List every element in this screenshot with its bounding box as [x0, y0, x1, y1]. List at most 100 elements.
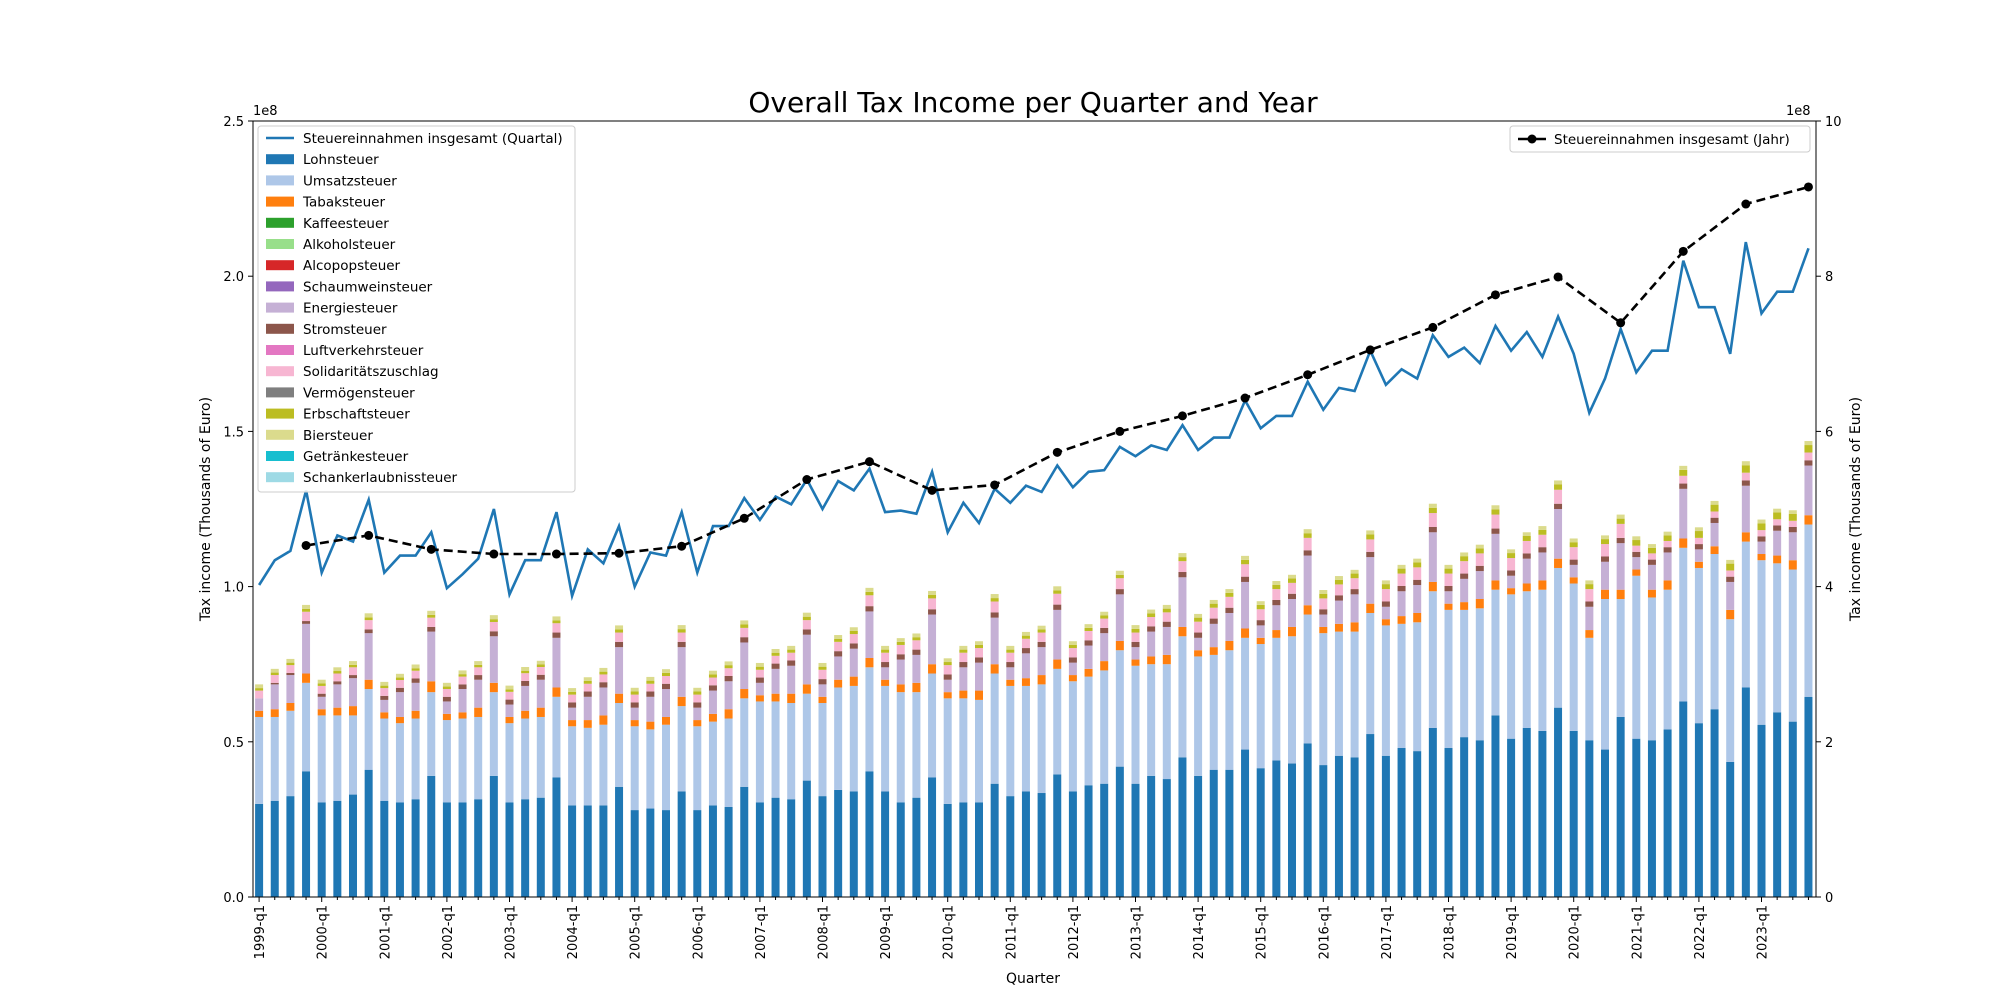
bar-segment-biersteuer: [1381, 580, 1390, 585]
bar-segment-solidaritätszuschlag: [1788, 520, 1797, 528]
bar-segment-stromsteuer: [1288, 593, 1296, 600]
bar-segment-energiesteuer: [1804, 465, 1813, 516]
bar-segment-stromsteuer: [1256, 620, 1265, 626]
bar-segment-stromsteuer: [427, 626, 436, 632]
bar-segment-lohnsteuer: [802, 780, 811, 897]
bar-segment-energiesteuer: [1084, 645, 1093, 669]
x-tick-label: 2001-q1: [378, 905, 393, 959]
bar-segment-energiesteuer: [1710, 522, 1719, 547]
bar-segment-erbschaftsteuer: [552, 620, 561, 624]
plot-frame: [252, 120, 1817, 898]
bar-segment-tabaksteuer: [1491, 580, 1500, 590]
bar-segment-solidaritätszuschlag: [1366, 539, 1375, 552]
bar-segment-erbschaftsteuer: [1288, 578, 1296, 583]
legend-label: Umsatzsteuer: [303, 173, 397, 189]
bar-segment-solidaritätszuschlag: [1100, 618, 1109, 628]
bar-segment-biersteuer: [881, 645, 890, 650]
bar-segment-tabaksteuer: [1100, 661, 1109, 671]
bar-segment-umsatzsteuer: [1632, 575, 1641, 739]
bar-segment-biersteuer: [1225, 589, 1234, 593]
bar-segment-erbschaftsteuer: [1773, 512, 1782, 520]
bar-segment-stromsteuer: [1241, 576, 1250, 582]
bar-segment-energiesteuer: [1194, 637, 1203, 651]
annual-total-point: [1115, 426, 1125, 436]
bar-segment-solidaritätszuschlag: [1773, 519, 1782, 526]
bar-segment-energiesteuer: [489, 636, 498, 683]
bar-segment-umsatzsteuer: [1741, 541, 1750, 688]
bar-segment-erbschaftsteuer: [1491, 509, 1500, 515]
bar-segment-tabaksteuer: [630, 720, 639, 727]
bar-segment-energiesteuer: [474, 679, 483, 708]
bar-segment-biersteuer: [255, 684, 264, 689]
bar-segment-erbschaftsteuer: [1053, 590, 1062, 594]
bar-segment-erbschaftsteuer: [1100, 615, 1109, 619]
x-tick-label: 2013-q1: [1130, 905, 1145, 959]
bar-segment-tabaksteuer: [646, 721, 655, 730]
bar-segment-lohnsteuer: [1444, 748, 1453, 897]
bar-segment-stromsteuer: [458, 684, 467, 690]
bar-segment-solidaritätszuschlag: [1319, 598, 1328, 610]
bar-segment-solidaritätszuschlag: [1554, 489, 1563, 504]
bar-segment-biersteuer: [1804, 441, 1813, 446]
bar-segment-erbschaftsteuer: [1601, 539, 1609, 545]
bar-segment-lohnsteuer: [1522, 727, 1531, 897]
bar-segment-umsatzsteuer: [1491, 589, 1500, 716]
right-tick-label: 2: [1825, 736, 1833, 751]
legend-swatch: [266, 472, 294, 483]
annual-total-point: [1678, 246, 1688, 256]
bar-segment-lohnsteuer: [1256, 768, 1265, 897]
bar-segment-stromsteuer: [708, 685, 717, 691]
bar-segment-umsatzsteuer: [1131, 665, 1140, 784]
bar-segment-lohnsteuer: [677, 791, 686, 897]
bar-segment-umsatzsteuer: [959, 698, 968, 803]
bar-segment-lohnsteuer: [1710, 709, 1719, 897]
bar-segment-lohnsteuer: [975, 802, 983, 897]
bar-segment-stromsteuer: [1522, 553, 1531, 559]
bar-segment-stromsteuer: [724, 675, 733, 682]
annual-total-point: [614, 548, 624, 558]
bar-segment-tabaksteuer: [521, 710, 530, 719]
bar-segment-stromsteuer: [380, 695, 389, 700]
bar-segment-umsatzsteuer: [1647, 597, 1656, 741]
bar-segment-lohnsteuer: [1068, 791, 1077, 897]
line-series: [258, 182, 1813, 602]
bar-segment-biersteuer: [1663, 531, 1672, 536]
bar-segment-lohnsteuer: [787, 799, 796, 897]
bar-segment-stromsteuer: [1303, 550, 1312, 556]
bar-segment-lohnsteuer: [943, 803, 952, 897]
bar-segment-erbschaftsteuer: [583, 680, 592, 684]
legend-label: Kaffeesteuer: [303, 216, 389, 232]
bar-segment-umsatzsteuer: [1694, 567, 1703, 724]
bar-segment-umsatzsteuer: [740, 698, 749, 787]
x-tick-label: 2011-q1: [1004, 905, 1019, 959]
annual-total-point: [1741, 199, 1751, 209]
bar-segment-biersteuer: [1241, 555, 1250, 560]
bar-segment-energiesteuer: [849, 648, 858, 677]
bar-segment-lohnsteuer: [1632, 738, 1641, 897]
bar-segment-energiesteuer: [1428, 532, 1437, 582]
bar-segment-tabaksteuer: [364, 679, 373, 690]
bar-segment-erbschaftsteuer: [1334, 579, 1343, 585]
bar-segment-tabaksteuer: [442, 713, 451, 721]
bar-segment-energiesteuer: [1663, 552, 1672, 581]
bar-segment-lohnsteuer: [1006, 796, 1015, 897]
bar-segment-lohnsteuer: [1585, 740, 1594, 897]
legend-label: Schankerlaubnissteuer: [303, 470, 458, 486]
bar-segment-tabaksteuer: [787, 693, 796, 703]
bar-segment-energiesteuer: [505, 704, 514, 717]
bar-segment-umsatzsteuer: [708, 721, 717, 806]
bar-segment-lohnsteuer: [1757, 724, 1766, 897]
bar-segment-energiesteuer: [255, 698, 264, 711]
bar-segment-lohnsteuer: [411, 799, 420, 897]
bar-segment-lohnsteuer: [395, 802, 404, 897]
bar-segment-stromsteuer: [1804, 460, 1813, 466]
bar-segment-energiesteuer: [959, 667, 968, 691]
bar-segment-energiesteuer: [427, 631, 436, 682]
bar-segment-biersteuer: [1350, 569, 1359, 574]
bar-segment-solidaritätszuschlag: [708, 677, 717, 686]
bar-segment-biersteuer: [1303, 529, 1312, 534]
bar-segment-stromsteuer: [1788, 527, 1797, 533]
bar-segment-biersteuer: [1053, 586, 1062, 591]
bar-segment-energiesteuer: [1788, 532, 1797, 561]
bar-segment-stromsteuer: [693, 702, 702, 708]
